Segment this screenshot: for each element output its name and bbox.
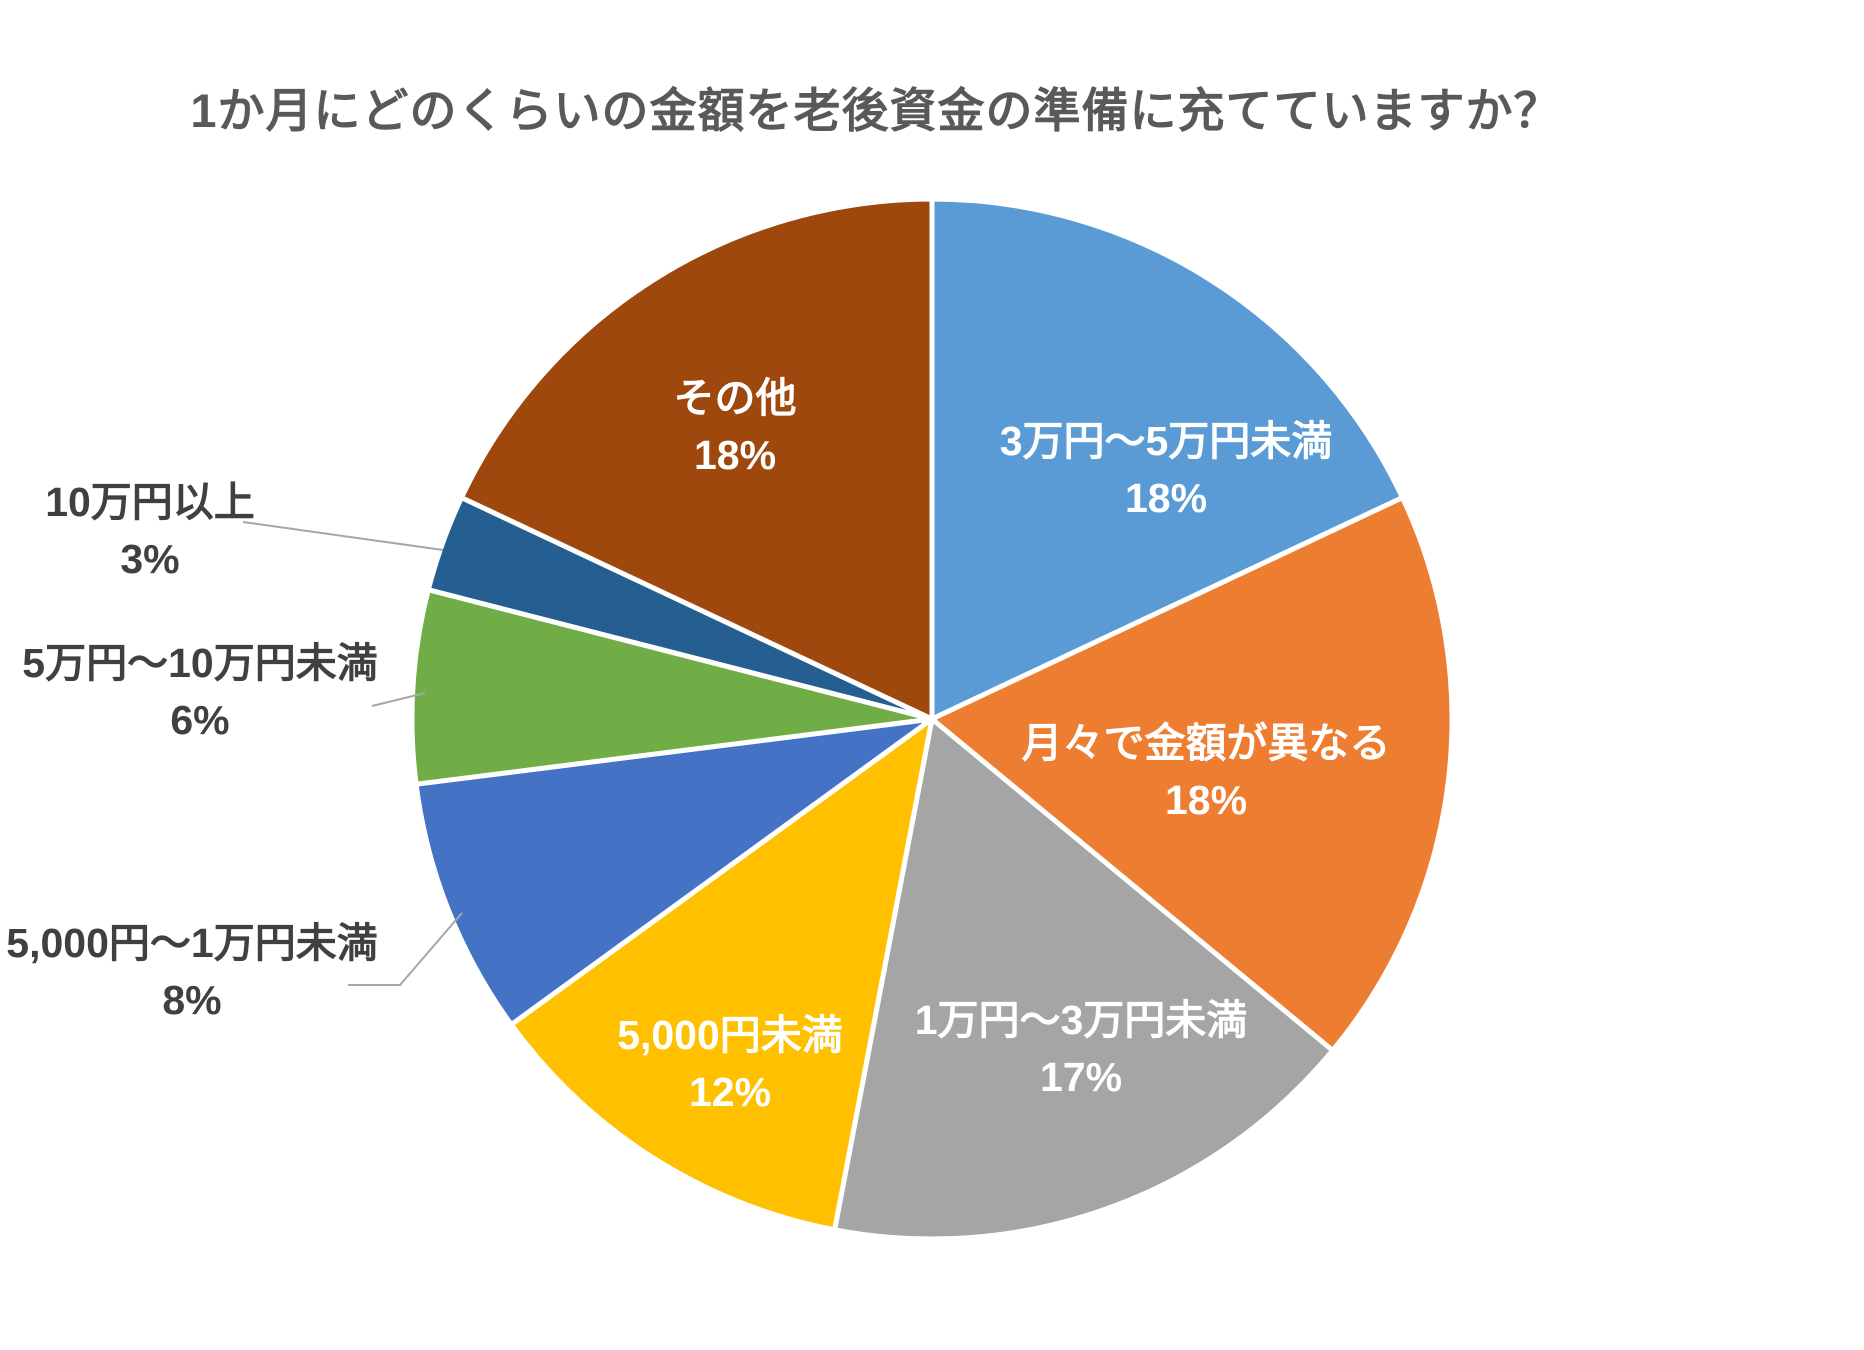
slice-label-name-1: 月々で金額が異なる — [1022, 720, 1391, 766]
slice-label-name-4: 5,000円～1万円未満 — [6, 920, 377, 966]
pie-slice-3[interactable] — [508, 716, 935, 1233]
slice-label-2: 1万円～3万円未満 17% — [915, 997, 1248, 1100]
slice-label-pct-2: 17% — [1040, 1054, 1122, 1100]
slice-label-pct-4: 8% — [162, 977, 221, 1023]
slice-label-pct-0: 18% — [1125, 475, 1207, 521]
pie-slice-2[interactable] — [832, 716, 1336, 1242]
slice-label-name-5: 5万円～10万円未満 — [22, 640, 377, 686]
leader-line-6 — [242, 521, 444, 551]
slice-label-pct-3: 12% — [689, 1069, 771, 1115]
slice-label-5: 5万円～10万円未満 6% — [22, 640, 377, 743]
slice-label-pct-1: 18% — [1165, 777, 1247, 823]
leader-line-5 — [371, 692, 426, 707]
slice-label-4: 5,000円～1万円未満 8% — [6, 920, 377, 1023]
leader-line-4 — [348, 912, 463, 986]
slice-label-name-3: 5,000円未満 — [617, 1012, 843, 1058]
slice-label-1: 月々で金額が異なる 18% — [1022, 720, 1391, 823]
pie-slice-7[interactable] — [459, 196, 935, 722]
slice-label-name-0: 3万円～5万円未満 — [1000, 418, 1333, 464]
pie-slice-0[interactable] — [929, 196, 1405, 722]
chart-title: 1か月にどのくらいの金額を老後資金の準備に充てていますか？ — [190, 84, 1562, 137]
slice-label-6: 10万円以上 3% — [45, 479, 255, 582]
slice-label-3: 5,000円未満 12% — [617, 1012, 843, 1115]
slice-label-pct-5: 6% — [170, 697, 229, 743]
slice-label-name-7: その他 — [674, 375, 797, 421]
slice-label-0: 3万円～5万円未満 18% — [1000, 418, 1333, 521]
pie-slice-1[interactable] — [929, 495, 1455, 1053]
slice-label-pct-6: 3% — [120, 536, 179, 582]
pie-slice-4[interactable] — [413, 716, 935, 1028]
slice-label-name-6: 10万円以上 — [45, 479, 255, 525]
slice-label-pct-7: 18% — [694, 432, 776, 478]
slice-label-7: その他 18% — [674, 375, 797, 478]
slice-label-name-2: 1万円～3万円未満 — [915, 997, 1248, 1043]
pie-slice-5[interactable] — [409, 587, 935, 787]
